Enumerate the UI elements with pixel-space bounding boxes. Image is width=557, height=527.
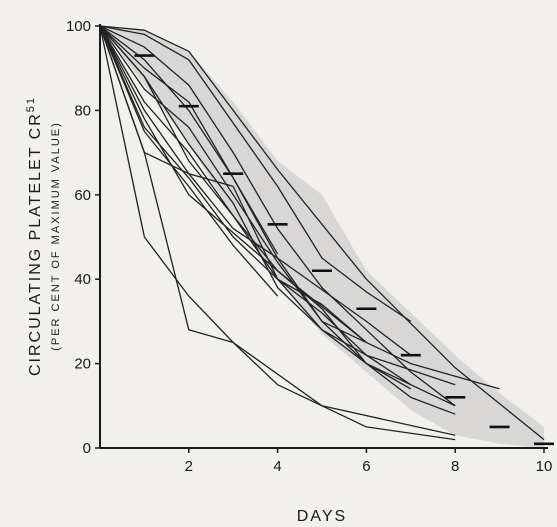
x-tick-label-6: 6 <box>362 458 370 475</box>
series-lines <box>99 25 545 441</box>
y-tick-label-40: 40 <box>74 271 91 288</box>
series-line-6 <box>99 25 456 386</box>
y-axis-title-main: CIRCULATING PLATELET CR <box>27 112 44 376</box>
x-tick-label-4: 4 <box>273 458 281 475</box>
x-tick-label-10: 10 <box>536 458 553 475</box>
y-tick-label-20: 20 <box>74 356 91 373</box>
series-line-2 <box>99 25 456 436</box>
x-tick-label-2: 2 <box>185 458 193 475</box>
series-line-14 <box>99 25 367 343</box>
series-line-3 <box>99 25 545 441</box>
axes <box>99 24 548 449</box>
series-line-7 <box>99 25 500 390</box>
y-axis-title: CIRCULATING PLATELET CR51 <box>25 96 44 376</box>
y-tick-label-0: 0 <box>83 440 91 457</box>
series-line-1 <box>99 25 456 441</box>
y-tick-label-100: 100 <box>66 18 91 35</box>
y-axis-title-superscript: 51 <box>25 96 37 112</box>
series-line-9 <box>99 25 412 386</box>
series-line-15 <box>99 25 412 390</box>
y-tick-label-60: 60 <box>74 187 91 204</box>
series-line-16 <box>99 25 456 407</box>
x-axis-title: DAYS <box>297 508 347 525</box>
y-axis-subtitle: (PER CENT OF MAXIMUM VALUE) <box>50 121 62 351</box>
mean-marks <box>134 54 554 446</box>
x-tick-label-8: 8 <box>451 458 459 475</box>
series-line-10 <box>99 25 412 356</box>
series-line-11 <box>99 25 367 344</box>
series-line-4 <box>99 25 412 322</box>
series-line-5 <box>99 25 279 255</box>
range-band <box>100 26 544 448</box>
series-line-12 <box>99 25 279 297</box>
y-tick-label-80: 80 <box>74 102 91 119</box>
series-line-13 <box>99 25 456 415</box>
